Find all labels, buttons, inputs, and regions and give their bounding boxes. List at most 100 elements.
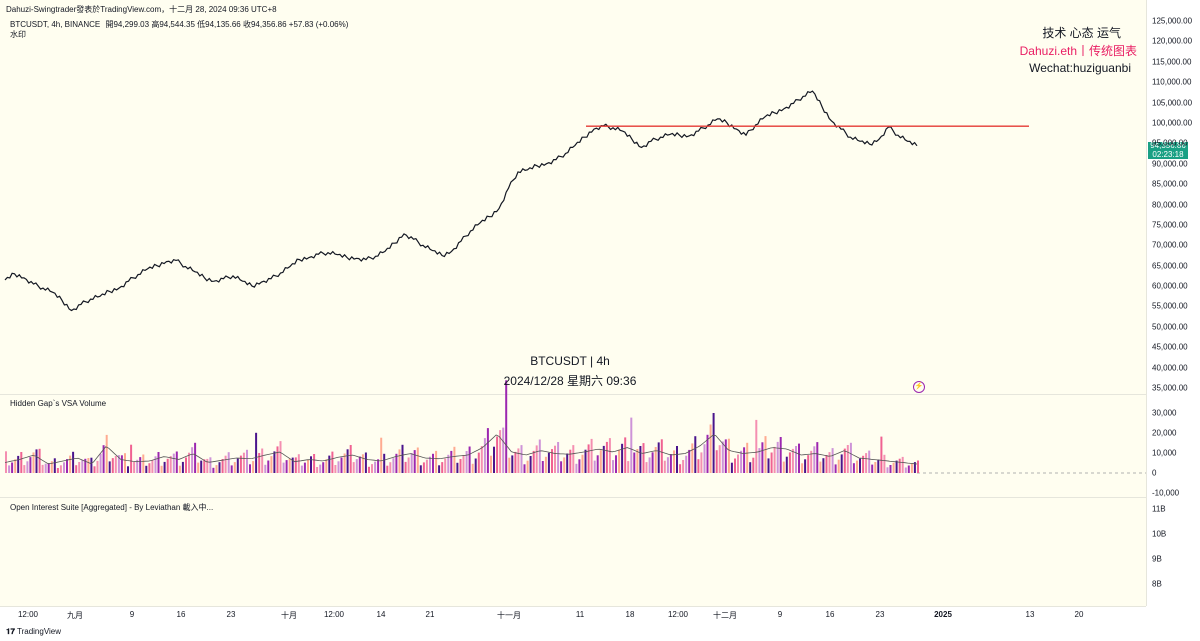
volume-bar [242, 452, 245, 473]
volume-bar [355, 459, 358, 473]
open-interest-pane[interactable] [0, 498, 1146, 606]
volume-bar [145, 465, 148, 473]
volume-bar [53, 458, 56, 473]
volume-bar [172, 453, 175, 473]
volume-bar [541, 461, 544, 473]
volume-bar [508, 457, 511, 473]
volume-bar [386, 465, 389, 473]
volume-bar [856, 460, 858, 473]
volume-bar [749, 462, 752, 473]
high-value: 94,544.35 [159, 20, 195, 29]
volume-bar [200, 460, 203, 473]
volume-bar [227, 452, 230, 473]
price-axis[interactable] [1147, 0, 1200, 606]
volume-bar [389, 462, 392, 473]
volume-bar [191, 447, 194, 473]
volume-bar [852, 463, 855, 473]
volume-bar [913, 462, 916, 473]
volume-bar [255, 432, 258, 473]
volume-bar [212, 467, 215, 473]
axis-separator [1146, 0, 1147, 606]
volume-bar [371, 464, 373, 473]
volume-bar [160, 465, 163, 473]
volume-tick-label: 10,000 [1152, 448, 1177, 458]
price-tick-label: 105,000.00 [1152, 98, 1193, 108]
volume-bar [551, 449, 553, 473]
volume-bar [624, 437, 627, 473]
volume-bar [368, 466, 370, 473]
volume-bar [462, 455, 465, 473]
volume-bar [679, 464, 682, 473]
volume-bar [319, 464, 322, 473]
volume-bar [834, 464, 837, 473]
volume-bar [313, 454, 316, 473]
price-tick-label: 75,000.00 [1152, 220, 1188, 230]
price-tick-label: 125,000.00 [1152, 16, 1193, 26]
low-value: 94,135.66 [205, 20, 241, 29]
volume-bar [148, 463, 151, 473]
volume-bar [395, 453, 398, 473]
volume-bar [496, 436, 499, 473]
volume-bar [130, 444, 133, 473]
volume-bar [849, 442, 852, 473]
volume-bar [538, 439, 541, 473]
volume-bar [517, 448, 520, 473]
volume-bar [63, 462, 65, 473]
symbol-legend[interactable]: BTCUSDT, 4h, BINANCE 開94,299.03 高94,544.… [10, 19, 348, 30]
volume-bar [721, 441, 724, 473]
tradingview-logo[interactable]: 𝟏𝟕 TradingView [6, 627, 61, 637]
volume-bar [514, 451, 517, 473]
volume-bar [197, 462, 200, 473]
time-tick-label: 23 [226, 610, 236, 619]
volume-bar [868, 450, 871, 473]
volume-bar [630, 417, 633, 473]
time-tick-label: 14 [376, 610, 386, 619]
volume-bar [218, 462, 221, 473]
volume-bar [471, 463, 474, 473]
volume-bar [673, 450, 675, 473]
volume-bar [111, 458, 114, 473]
pane-separator[interactable] [0, 497, 1146, 498]
volume-bar [419, 465, 422, 473]
datetime-label: 2024/12/28 星期六 09:36 [503, 374, 637, 388]
time-tick-label: 12:00 [17, 610, 39, 619]
volume-bar [706, 434, 709, 473]
bar-countdown: 02:23:18 [1152, 149, 1184, 159]
volume-bar [907, 465, 910, 473]
volume-bar [264, 464, 267, 473]
volume-bar [453, 446, 456, 473]
volume-bar [615, 455, 617, 473]
volume-bar [105, 434, 108, 473]
oi-indicator-title[interactable]: Open Interest Suite [Aggregated] - By Le… [10, 503, 214, 512]
time-axis[interactable] [0, 606, 1146, 625]
price-tick-label: 120,000.00 [1152, 36, 1193, 46]
chart-svg [4, 90, 1146, 474]
volume-bar [511, 455, 514, 473]
volume-bar [599, 450, 602, 473]
volume-bar [892, 462, 895, 473]
watermark-line-2: Dahuzi.eth丨传统图表 [1019, 44, 1137, 58]
volume-bar [81, 460, 84, 473]
price-tick-label: 90,000.00 [1152, 159, 1188, 169]
volume-bar [724, 439, 727, 473]
price-tick-label: 40,000.00 [1152, 363, 1188, 373]
oi-tick-label: 9B [1152, 554, 1162, 564]
pane-separator[interactable] [0, 394, 1146, 395]
tradingview-label: TradingView [16, 627, 62, 636]
volume-indicator-title[interactable]: Hidden Gap`s VSA Volume [10, 399, 107, 408]
volume-bar [258, 453, 261, 473]
volume-bar [114, 456, 117, 473]
price-tick-label: 45,000.00 [1152, 342, 1188, 352]
volume-bar [694, 436, 697, 473]
volume-bar [468, 446, 471, 473]
watermark-indicator-label[interactable]: 水印 [10, 30, 26, 39]
oi-tick-label: 8B [1152, 579, 1162, 589]
volume-bar [779, 437, 782, 473]
volume-bar [718, 445, 721, 473]
price-pane[interactable] [0, 0, 1146, 394]
volume-bar [328, 455, 331, 473]
volume-bar [413, 450, 416, 473]
lightning-icon[interactable]: ⚡ [913, 381, 925, 393]
volume-bar [587, 444, 590, 473]
volume-bar [788, 452, 791, 473]
